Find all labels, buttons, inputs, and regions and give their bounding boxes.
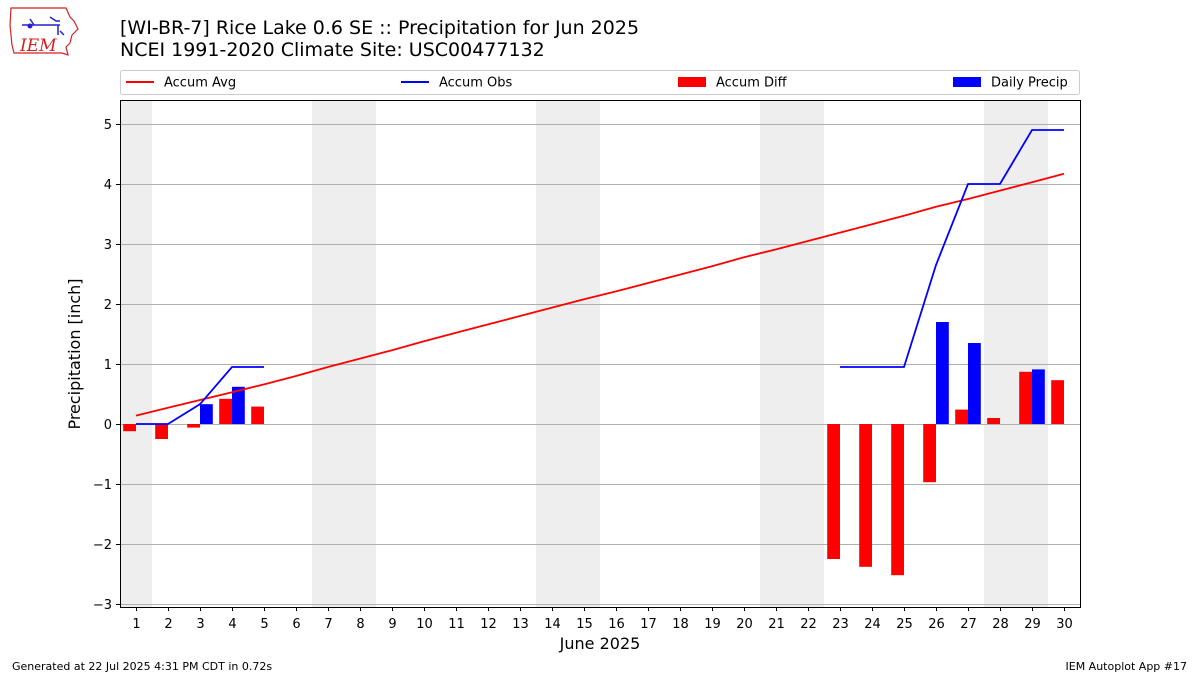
x-tick-label: 25 xyxy=(896,617,913,632)
accum-diff-bar xyxy=(155,424,168,439)
accum-diff-bar xyxy=(187,424,200,428)
legend-frame xyxy=(120,70,1080,95)
weekend-shade-4 xyxy=(984,100,1048,607)
daily-precip-bars xyxy=(200,322,1045,424)
y-tick-label: 4 xyxy=(104,178,112,193)
app-identifier: IEM Autoplot App #17 xyxy=(1065,660,1188,673)
x-tick-label: 8 xyxy=(356,617,364,632)
x-tick-label: 24 xyxy=(864,617,881,632)
x-tick-label: 20 xyxy=(736,617,753,632)
x-tick-label: 28 xyxy=(992,617,1009,632)
x-tick-label: 4 xyxy=(228,617,236,632)
x-tick-label: 26 xyxy=(928,617,945,632)
chart-title: [WI-BR-7] Rice Lake 0.6 SE :: Precipitat… xyxy=(120,17,640,39)
y-tick-label: 3 xyxy=(104,238,112,253)
accum-lines xyxy=(135,129,1065,425)
y-tick-label: 1 xyxy=(104,358,112,373)
horizontal-gridlines xyxy=(120,124,1080,605)
y-tick-label: 2 xyxy=(104,298,112,313)
accum-obs-line xyxy=(136,129,1064,425)
daily-precip-bar xyxy=(200,404,213,424)
x-tick-label: 13 xyxy=(512,617,529,632)
accum-diff-bar xyxy=(859,424,872,567)
legend-swatch-daily-precip xyxy=(953,77,981,87)
x-tick-label: 6 xyxy=(292,617,300,632)
x-tick-label: 1 xyxy=(132,617,140,632)
x-tick-label: 19 xyxy=(704,617,721,632)
legend-label-accum-obs: Accum Obs xyxy=(439,76,512,91)
x-tick-label: 17 xyxy=(640,617,657,632)
daily-precip-bar xyxy=(1032,369,1045,424)
y-tick-label: 5 xyxy=(104,118,112,133)
logo-text: IEM xyxy=(19,36,57,56)
daily-precip-bar xyxy=(968,343,981,424)
iem-logo: IEM xyxy=(8,5,80,63)
weekend-shade-1 xyxy=(312,100,376,607)
x-tick-label: 18 xyxy=(672,617,689,632)
x-tick-label: 5 xyxy=(260,617,268,632)
y-axis-ticks: −3 −2 −1 0 1 2 3 4 5 xyxy=(93,118,120,613)
y-tick-label: −2 xyxy=(93,538,112,553)
weekend-shade-3 xyxy=(760,100,824,607)
x-tick-label: 14 xyxy=(544,617,561,632)
legend-label-accum-diff: Accum Diff xyxy=(716,76,788,91)
legend-swatch-accum-diff xyxy=(678,77,706,87)
accum-diff-bar xyxy=(219,398,232,424)
x-tick-label: 30 xyxy=(1056,617,1073,632)
x-tick-label: 11 xyxy=(448,617,465,632)
weather-station-icon xyxy=(22,16,65,36)
x-tick-label: 12 xyxy=(480,617,497,632)
daily-precip-bar xyxy=(232,386,245,424)
y-axis-label: Precipitation [inch] xyxy=(65,278,84,429)
daily-precip-bar xyxy=(936,322,949,424)
x-tick-label: 7 xyxy=(324,617,332,632)
y-tick-label: 0 xyxy=(104,418,112,433)
x-axis-ticks: 1 2 3 4 5 6 7 8 9 10 11 12 13 14 15 16 17 18 19 20 21 22 23 24 2… xyxy=(132,607,1073,632)
x-tick-label: 16 xyxy=(608,617,625,632)
x-tick-label: 27 xyxy=(960,617,977,632)
generated-timestamp: Generated at 22 Jul 2025 4:31 PM CDT in … xyxy=(12,660,273,673)
weekend-shade-0 xyxy=(120,100,152,607)
y-tick-label: −3 xyxy=(93,598,112,613)
legend-label-accum-avg: Accum Avg xyxy=(164,76,236,91)
x-tick-label: 3 xyxy=(196,617,204,632)
x-tick-label: 15 xyxy=(576,617,593,632)
chart-subtitle: NCEI 1991-2020 Climate Site: USC00477132 xyxy=(120,39,545,61)
accum-diff-bar xyxy=(1051,380,1064,424)
accum-diff-bar xyxy=(955,409,968,424)
accum-diff-bar xyxy=(987,418,1000,424)
weather-vane-icon xyxy=(27,23,33,29)
x-axis-label: June 2025 xyxy=(559,634,641,653)
accum-avg-line xyxy=(135,172,1065,417)
x-tick-label: 10 xyxy=(416,617,433,632)
x-tick-label: 9 xyxy=(388,617,396,632)
legend: Accum Avg Accum Obs Accum Diff Daily Precip xyxy=(120,70,1080,95)
accum-diff-bar xyxy=(1019,371,1032,424)
iowa-outline-icon xyxy=(9,7,79,56)
accum-diff-bar xyxy=(827,424,840,559)
x-tick-label: 29 xyxy=(1024,617,1041,632)
weekend-shade-2 xyxy=(536,100,600,607)
accum-diff-bar xyxy=(923,424,936,483)
x-tick-label: 22 xyxy=(800,617,817,632)
x-tick-label: 23 xyxy=(832,617,849,632)
accum-diff-bar xyxy=(251,406,264,424)
legend-label-daily-precip: Daily Precip xyxy=(991,76,1068,91)
plot-frame xyxy=(120,100,1081,608)
accum-diff-bar xyxy=(891,424,904,576)
x-tick-label: 2 xyxy=(164,617,172,632)
x-tick-label: 21 xyxy=(768,617,785,632)
y-tick-label: −1 xyxy=(93,478,112,493)
accum-diff-bar xyxy=(123,424,136,432)
accum-diff-bars xyxy=(123,371,1064,576)
